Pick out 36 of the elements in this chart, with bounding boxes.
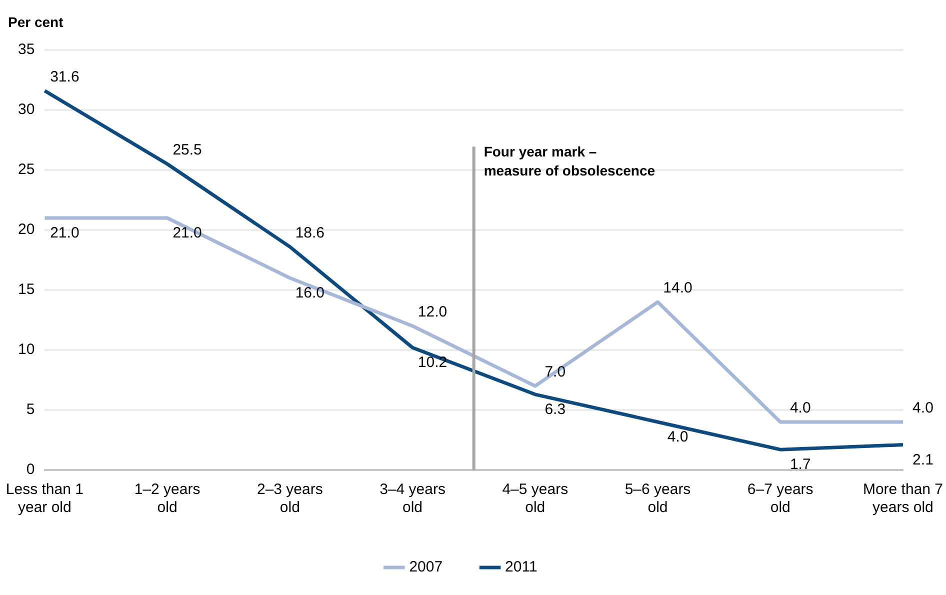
- legend-label: 2007: [409, 558, 443, 576]
- data-label: 1.7: [790, 456, 811, 474]
- x-tick-label: More than 7 years old: [862, 481, 943, 516]
- data-label: 2.1: [912, 451, 934, 468]
- x-tick-label: 4–5 years old: [502, 481, 568, 516]
- x-tick-label: 2–3 years old: [256, 481, 323, 516]
- x-tick-label: 6–7 years old: [747, 481, 814, 516]
- data-label: 25.5: [172, 142, 202, 159]
- y-tick-label: 35: [18, 41, 35, 58]
- data-label: 4.0: [667, 428, 688, 446]
- y-tick-label: 20: [18, 221, 35, 238]
- x-tick-label: 3–4 years old: [380, 481, 446, 516]
- x-tick-label: Less than 1 year old: [6, 481, 84, 516]
- data-label: 6.3: [544, 401, 566, 418]
- data-label: 21.0: [50, 224, 80, 242]
- data-label: 7.0: [544, 364, 566, 381]
- data-label: 4.0: [790, 400, 811, 417]
- y-tick-label: 30: [18, 101, 35, 118]
- y-tick-label: 10: [18, 341, 35, 358]
- data-label: 31.6: [50, 68, 80, 86]
- data-label: 4.0: [912, 400, 934, 417]
- y-tick-label: 15: [18, 281, 35, 298]
- annotation: Four year mark – measure of obsolescence: [484, 144, 656, 179]
- x-tick-label: 5–6 years old: [624, 481, 691, 516]
- data-label: 10.2: [418, 354, 448, 372]
- data-label: 21.0: [172, 224, 202, 242]
- x-tick-label: 1–2 years old: [134, 481, 200, 516]
- data-label: 18.6: [295, 224, 325, 242]
- data-label: 16.0: [295, 284, 325, 302]
- y-tick-label: 5: [26, 401, 35, 418]
- y-axis-title: Per cent: [8, 14, 64, 30]
- data-label: 12.0: [418, 304, 448, 321]
- data-label: 14.0: [663, 280, 692, 297]
- y-tick-label: 0: [26, 461, 35, 478]
- y-tick-label: 25: [18, 161, 35, 178]
- legend-label: 2011: [505, 558, 538, 576]
